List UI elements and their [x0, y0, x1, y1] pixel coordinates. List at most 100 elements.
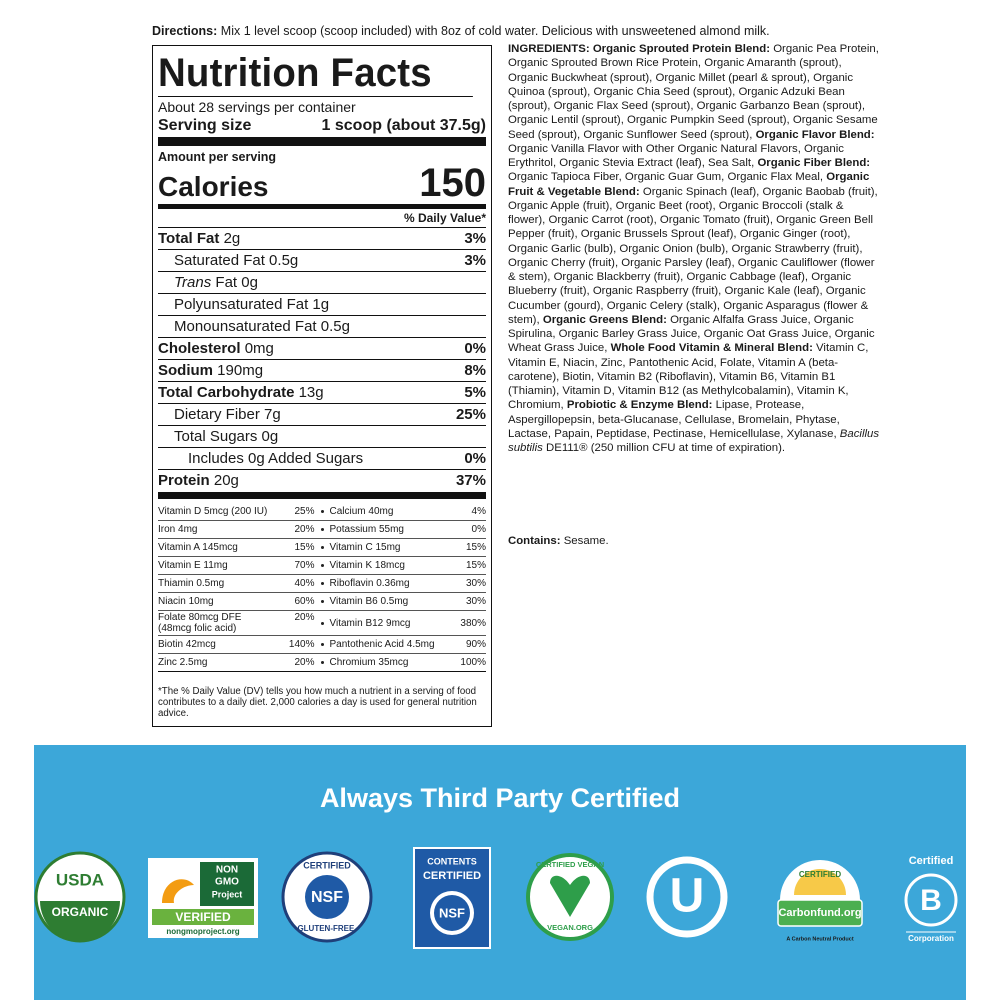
micronutrient-row: Iron 4mg 20% Potassium 55mg 0%: [158, 521, 486, 539]
certification-banner: USDA ORGANIC NON GMO Project VERIFIED no…: [34, 745, 966, 1000]
micronutrient-name: Vitamin D 5mcg (200 IU): [158, 506, 268, 517]
non-gmo-badge-bg: [152, 909, 254, 925]
micronutrient-dv: 60%: [294, 596, 315, 607]
micronutrient-dv: 20%: [294, 612, 315, 623]
ingredient-text: Vitamin C, Vitamin E, Niacin, Zinc, Pant…: [508, 342, 869, 412]
nutrient-dv: 3%: [464, 230, 486, 247]
micronutrient-dv: 4%: [471, 506, 486, 517]
micronutrient-name: Niacin 10mg: [158, 596, 214, 607]
non-gmo-line3: Project: [212, 889, 243, 899]
micronutrient-name: Thiamin 0.5mg: [158, 578, 225, 589]
micronutrient-name: Iron 4mg: [158, 524, 198, 535]
ou-logo: U: [646, 856, 728, 938]
ingredient-italic: Bacillus subtilis: [508, 427, 880, 454]
micronutrient-cell: Niacin 10mg 60%: [158, 595, 315, 608]
servings-per-container: About 28 servings per container: [158, 99, 356, 115]
nsf-gf-top: CERTIFIED: [303, 860, 351, 870]
micronutrient-row: Niacin 10mg 60% Vitamin B6 0.5mg 30%: [158, 593, 486, 611]
vegan-heart: [550, 875, 590, 917]
micronutrient-table: Vitamin D 5mcg (200 IU) 25% Calcium 40mg 4%…: [158, 503, 486, 672]
ingredient-heading: Organic Flavor Blend:: [755, 128, 875, 141]
nutrient-name: Includes 0g Added Sugars: [188, 450, 364, 467]
micronutrient-cell: Vitamin D 5mcg (200 IU) 25%: [158, 505, 315, 518]
nutrient-name: Protein: [158, 472, 210, 489]
micronutrient-name: Potassium 55mg: [329, 524, 404, 535]
micronutrient-dv: 90%: [465, 639, 486, 650]
ingredient-heading: Organic Fruit & Vegetable Blend:: [508, 171, 870, 198]
nutrient-row: Total Carbohydrate 13g 5%: [158, 382, 486, 404]
nutrient-row: Saturated Fat 0.5g 3%: [158, 250, 486, 272]
nsf-gluten-free-logo: CERTIFIED NSF GLUTEN-FREE.: [281, 851, 373, 943]
nutrient-name-group: Includes 0g Added Sugars: [158, 448, 363, 469]
carbonfund-name: Carbonfund.org: [778, 907, 861, 919]
micronutrient-row: Vitamin D 5mcg (200 IU) 25% Calcium 40mg 4%: [158, 503, 486, 521]
non-gmo-badge: VERIFIED: [175, 910, 231, 924]
serving-size: Serving size 1 scoop (about 37.5g): [158, 116, 486, 146]
nutrient-name: Monounsaturated Fat 0.5g: [174, 318, 350, 335]
separator-dot: [320, 643, 324, 646]
calories-value: 150: [419, 161, 486, 205]
nutrient-row: Total Fat 2g 3%: [158, 228, 486, 250]
micronutrient-name: Vitamin C 15mg: [329, 542, 401, 553]
micronutrient-dv: 0%: [471, 524, 486, 535]
micronutrient-name: Riboflavin 0.36mg: [329, 578, 410, 589]
ou-ring: [646, 856, 728, 938]
separator-dot: [320, 564, 324, 567]
separator-dot: [320, 582, 324, 585]
nsf-gf-center-text: NSF: [311, 889, 343, 906]
non-gmo-url: nongmoproject.org: [166, 927, 239, 936]
micronutrient-row: Biotin 42mcg 140% Pantothenic Acid 4.5mg 90…: [158, 636, 486, 654]
nutrient-name-group: Cholesterol 0mg: [158, 338, 274, 359]
micronutrient-dv: 15%: [294, 542, 315, 553]
directions-text: Mix 1 level scoop (scoop included) with …: [220, 24, 770, 38]
micronutrient-cell: Calcium 40mg 4%: [330, 505, 487, 518]
nsf-contents-line2: CERTIFIED: [423, 870, 481, 882]
micronutrient-row: Zinc 2.5mg 20% Chromium 35mcg 100%: [158, 654, 486, 672]
separator-dot: [320, 661, 324, 664]
micronutrient-cell: Vitamin A 145mcg 15%: [158, 541, 315, 554]
nutrient-row: Monounsaturated Fat 0.5g: [158, 316, 486, 338]
micronutrient-name: Vitamin A 145mcg: [158, 542, 238, 553]
micronutrient-dv: 15%: [465, 560, 486, 571]
separator-dot: [320, 510, 324, 513]
nutrient-name: Saturated Fat 0.5g: [174, 252, 299, 269]
non-gmo-line1: NON: [216, 865, 238, 876]
ingredient-text: Organic Vanilla Flavor with Other Organi…: [508, 142, 844, 169]
nutrient-name: Sodium: [158, 362, 213, 379]
carbonfund-band: [777, 899, 863, 927]
non-gmo-logo: NON GMO Project VERIFIED nongmoproject.o…: [148, 858, 258, 938]
b-corp-bottom: Corporation: [908, 934, 954, 943]
nutrient-row: Trans Fat 0g: [158, 272, 486, 294]
micronutrient-name: Vitamin B6 0.5mg: [329, 596, 409, 607]
nutrient-name: Polyunsaturated Fat 1g: [174, 296, 330, 313]
micronutrient-dv: 20%: [294, 657, 315, 668]
nutrient-row: Cholesterol 0mg 0%: [158, 338, 486, 360]
non-gmo-line2: GMO: [215, 877, 239, 888]
ingredient-text: Lipase, Protease, Aspergillopepsin, beta…: [508, 399, 840, 440]
micronutrient-cell: Folate 80mcg DFE (48mcg folic acid) 20%: [158, 611, 315, 635]
micronutrient-name: Vitamin K 18mcg: [329, 560, 405, 571]
micronutrient-cell: Vitamin C 15mg 15%: [330, 541, 487, 554]
ingredient-heading: Organic Greens Blend:: [542, 313, 667, 326]
serving-size-label: Serving size: [158, 117, 252, 134]
amount-per-serving: Amount per serving: [158, 150, 277, 164]
contains-label: Contains:: [508, 535, 561, 547]
separator-dot: [320, 600, 324, 603]
carbonfund-logo: CERTIFIED Carbonfund.org A Carbon Neutra…: [777, 860, 863, 942]
micronutrient-name: Biotin 42mcg: [158, 639, 216, 650]
ingredient-text: DE111® (250 million CFU at time of expir…: [546, 442, 786, 454]
nutrient-name: Fat 0g: [215, 274, 258, 291]
usda-bottom: ORGANIC: [52, 905, 109, 919]
micronutrient-cell: Vitamin B6 0.5mg 30%: [330, 595, 487, 608]
nutrient-name: Total Sugars 0g: [174, 428, 279, 445]
nutrition-title: Nutrition Facts: [158, 50, 473, 97]
ingredient-heading: Organic Fiber Blend:: [757, 157, 871, 169]
nutrient-name-group: Total Sugars 0g: [158, 426, 278, 447]
daily-value-header: % Daily Value*: [158, 209, 486, 228]
micronutrient-cell: Vitamin E 11mg 70%: [158, 559, 315, 572]
ingredients: INGREDIENTS: Organic Sprouted Protein Bl…: [508, 42, 882, 455]
footnote: *The % Daily Value (DV) tells you how mu…: [158, 686, 477, 719]
nutrient-name-group: Saturated Fat 0.5g: [158, 250, 298, 271]
